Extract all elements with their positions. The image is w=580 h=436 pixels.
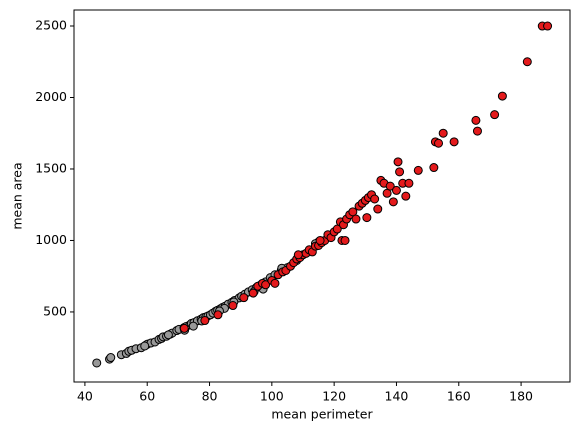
point <box>472 126 482 136</box>
x-tick-label: 120 <box>322 389 346 404</box>
point <box>429 163 439 173</box>
plot-frame <box>73 9 571 383</box>
x-axis-label: mean perimeter <box>271 407 373 422</box>
point <box>490 110 500 120</box>
x-tick-label: 40 <box>77 389 93 404</box>
x-tick-label: 180 <box>509 389 533 404</box>
point <box>261 280 271 290</box>
x-tick-label: 60 <box>139 389 155 404</box>
point <box>404 178 414 188</box>
point <box>388 197 398 207</box>
y-tick-label: 2500 <box>35 18 67 33</box>
y-tick-label: 500 <box>43 303 67 318</box>
point <box>351 214 361 224</box>
point <box>401 191 411 201</box>
point <box>140 341 150 351</box>
point <box>438 128 448 138</box>
point <box>413 165 423 175</box>
point <box>370 194 380 204</box>
point <box>434 138 444 148</box>
point <box>395 167 405 177</box>
point <box>228 301 238 311</box>
point <box>391 185 401 195</box>
point <box>385 181 395 191</box>
point <box>106 353 116 363</box>
point <box>449 137 459 147</box>
point <box>163 330 173 340</box>
point <box>248 288 258 298</box>
x-tick-label: 80 <box>202 389 218 404</box>
point <box>239 293 249 303</box>
point <box>270 278 280 288</box>
point <box>522 57 532 67</box>
point <box>362 213 372 223</box>
x-tick-label: 140 <box>385 389 409 404</box>
point <box>471 115 481 125</box>
point <box>543 21 553 31</box>
point <box>373 204 383 214</box>
point <box>293 250 303 260</box>
point <box>179 323 189 333</box>
point <box>213 310 223 320</box>
point <box>200 316 210 326</box>
y-axis-label: mean area <box>10 162 25 229</box>
point <box>340 235 350 245</box>
point <box>315 235 325 245</box>
point <box>188 321 198 331</box>
y-tick-label: 2000 <box>35 89 67 104</box>
y-tick-label: 1000 <box>35 232 67 247</box>
point <box>393 157 403 167</box>
y-tick-label: 1500 <box>35 160 67 175</box>
x-tick-label: 100 <box>260 389 284 404</box>
point <box>92 358 102 368</box>
point <box>497 91 507 101</box>
x-tick-label: 160 <box>447 389 471 404</box>
